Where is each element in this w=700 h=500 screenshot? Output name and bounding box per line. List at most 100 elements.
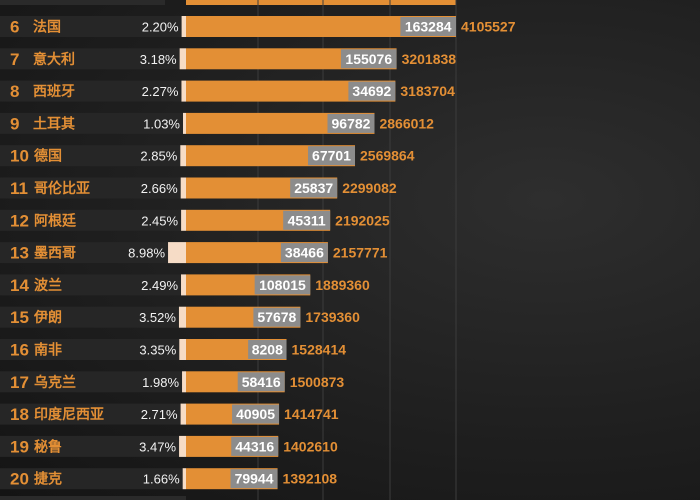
cases-label: 2569864 <box>360 148 415 164</box>
rank-label: 14 <box>10 276 29 295</box>
rank-label: 17 <box>10 373 29 392</box>
deaths-label-bg <box>327 113 375 133</box>
country-label: 阿根廷 <box>34 212 77 228</box>
deaths-label: 25837 <box>294 180 333 196</box>
deaths-label: 79944 <box>235 471 274 487</box>
rate-bar <box>179 435 186 457</box>
cases-label: 1402610 <box>283 438 338 454</box>
rank-label: 19 <box>10 437 29 456</box>
deaths-label: 8208 <box>252 342 283 358</box>
rank-label: 8 <box>10 82 19 101</box>
row-strip <box>0 371 186 393</box>
cut-off-row-strip <box>0 0 165 5</box>
row-strip <box>0 403 186 425</box>
country-label: 土耳其 <box>33 115 75 131</box>
deaths-label: 57678 <box>257 309 296 325</box>
cases-label: 2866012 <box>379 115 434 131</box>
rate-bar <box>180 403 186 425</box>
deaths-label: 155076 <box>345 51 392 67</box>
deaths-label-bg <box>253 307 301 327</box>
row-strip <box>0 242 186 264</box>
country-label: 波兰 <box>34 277 62 293</box>
rate-bar <box>179 339 186 360</box>
deaths-label: 163284 <box>405 19 452 35</box>
rate-label: 2.66% <box>141 181 178 196</box>
deaths-label: 96782 <box>332 115 371 131</box>
rate-label: 3.35% <box>139 343 176 358</box>
rank-label: 15 <box>10 308 29 327</box>
country-label: 西班牙 <box>33 83 75 99</box>
deaths-label: 67701 <box>312 148 351 164</box>
rate-label: 3.47% <box>139 439 176 454</box>
deaths-label: 45311 <box>288 212 326 228</box>
country-label: 意大利 <box>33 51 75 67</box>
row-strip <box>0 48 186 70</box>
cases-label: 1414741 <box>284 406 339 422</box>
country-label: 印度尼西亚 <box>34 406 104 422</box>
deaths-label: 40905 <box>236 406 275 422</box>
rate-label: 1.66% <box>143 472 180 487</box>
deaths-label-bg <box>230 469 278 489</box>
rate-label: 3.52% <box>139 310 176 325</box>
rank-label: 13 <box>10 244 29 263</box>
cases-bar <box>186 16 456 37</box>
deaths-label: 58416 <box>242 374 281 390</box>
rank-label: 9 <box>10 114 19 133</box>
row-strip <box>0 468 186 490</box>
country-label: 南非 <box>34 342 62 358</box>
row-strip <box>0 177 186 199</box>
rank-label: 18 <box>10 405 29 424</box>
cases-label: 3183704 <box>400 83 455 99</box>
cut-off-row-bar <box>186 0 456 5</box>
row-strip <box>0 306 186 328</box>
deaths-label-bg <box>340 49 397 69</box>
rate-bar <box>179 48 186 70</box>
cut-off-row-strip-bottom <box>0 496 186 500</box>
country-label: 法国 <box>33 19 61 35</box>
rate-bar <box>181 16 186 37</box>
rate-bar <box>183 112 186 134</box>
cases-bar <box>186 80 396 102</box>
deaths-label: 38466 <box>285 245 324 261</box>
rank-label: 6 <box>10 18 19 37</box>
rank-label: 20 <box>10 470 29 489</box>
deaths-label-bg <box>280 243 328 263</box>
row-strip <box>0 339 186 360</box>
country-label: 德国 <box>34 148 62 164</box>
deaths-label-bg <box>231 436 279 456</box>
deaths-label-bg <box>237 372 285 392</box>
rate-label: 2.27% <box>142 84 179 99</box>
country-label: 捷克 <box>34 471 62 487</box>
rank-label: 11 <box>10 179 28 198</box>
rank-label: 16 <box>10 341 29 360</box>
rate-label: 2.45% <box>141 213 178 228</box>
country-label: 伊朗 <box>33 309 62 325</box>
country-label: 墨西哥 <box>34 245 76 261</box>
rank-label: 12 <box>10 211 29 230</box>
deaths-label-bg <box>232 404 280 424</box>
rate-label: 1.98% <box>142 375 179 390</box>
rate-bar <box>178 306 186 328</box>
country-label: 哥伦比亚 <box>34 180 90 196</box>
cases-label: 1889360 <box>315 277 370 293</box>
row-strip <box>0 274 186 296</box>
rate-label: 2.71% <box>141 407 178 422</box>
country-label: 秘鲁 <box>34 438 62 454</box>
cases-label: 3201838 <box>402 51 457 67</box>
cases-label: 1392108 <box>283 471 338 487</box>
row-strip <box>0 145 186 167</box>
rate-label: 1.03% <box>143 116 180 131</box>
cases-label: 1739360 <box>305 309 360 325</box>
rate-bar <box>182 371 186 393</box>
rate-bar <box>180 145 186 167</box>
deaths-label-bg <box>248 340 287 359</box>
country-label: 乌克兰 <box>34 374 76 390</box>
rate-label: 2.49% <box>141 278 178 293</box>
rate-bar <box>180 177 186 199</box>
rate-label: 3.18% <box>140 52 177 67</box>
rate-bar <box>181 80 186 102</box>
cases-label: 2299082 <box>342 180 397 196</box>
cases-label: 1500873 <box>290 374 345 390</box>
row-strip <box>0 80 186 102</box>
